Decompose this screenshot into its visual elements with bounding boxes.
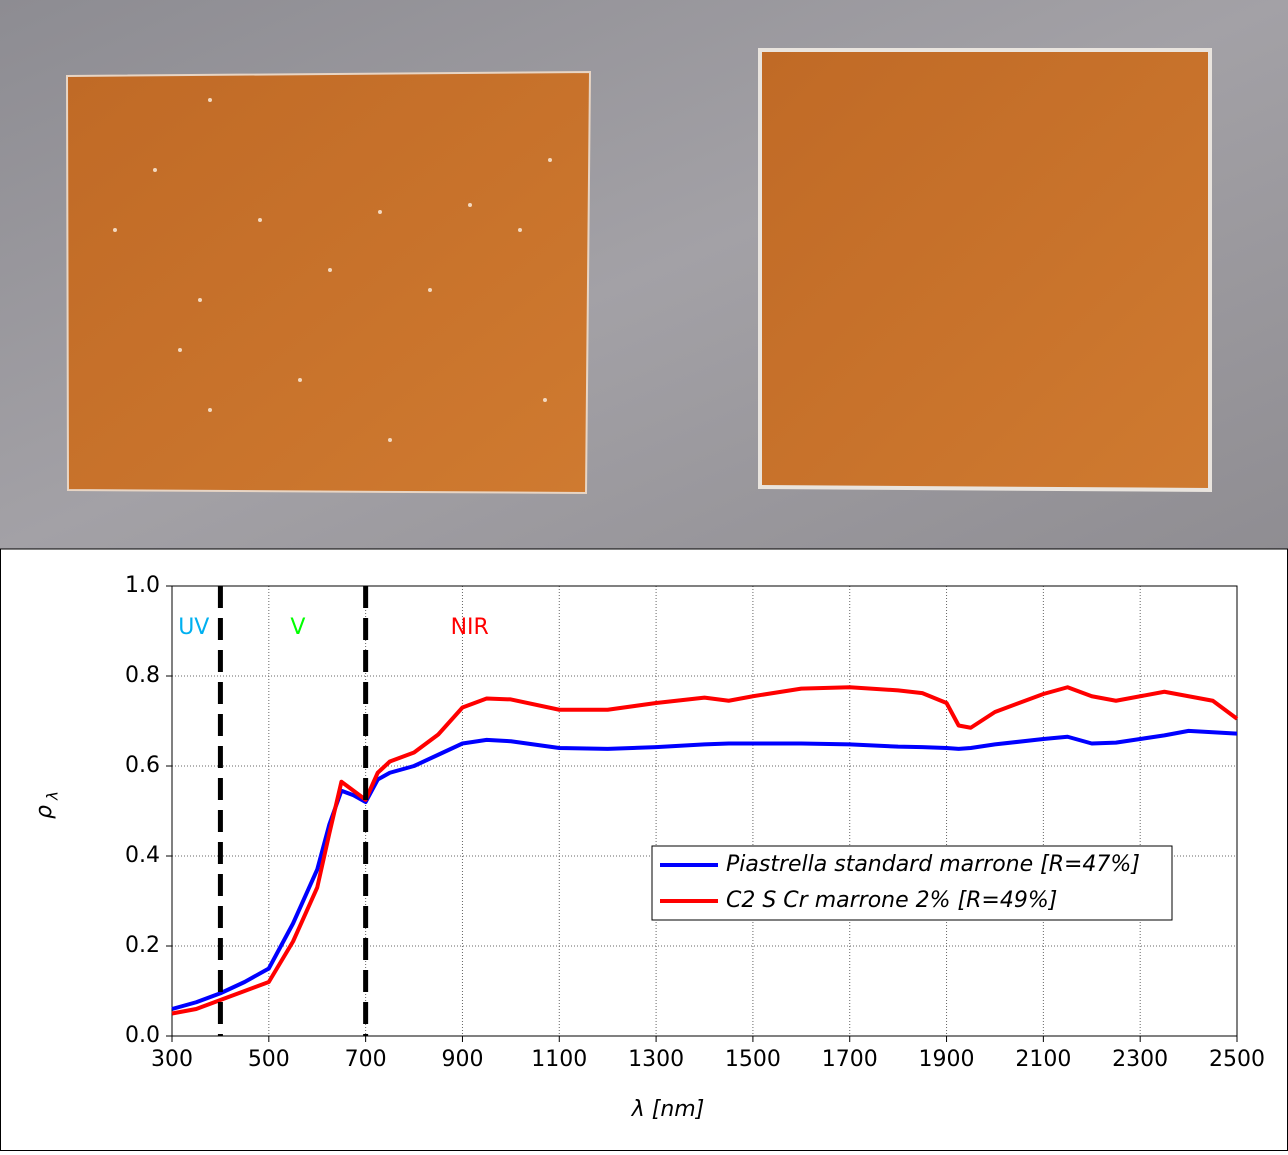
x-tick-label: 1300	[628, 1047, 684, 1072]
x-tick-label: 1900	[919, 1047, 975, 1072]
plot: 0.0 0.2 0.4 0.6 0.8 1.0 300 500 700 900 1100 1300 15…	[125, 573, 1265, 1072]
x-tick-label: 700	[345, 1047, 387, 1072]
plot-area	[172, 586, 1237, 1036]
tile-spots	[113, 98, 552, 442]
y-axis-label: ρ λ	[32, 791, 62, 819]
x-tick-label: 1700	[822, 1047, 878, 1072]
y-tick-label: 0.6	[125, 753, 160, 778]
legend-label: C2 S Cr marrone 2% [R=49%]	[726, 888, 1057, 913]
region-label: NIR	[451, 615, 489, 640]
y-tick-label: 1.0	[125, 573, 160, 598]
plot-border	[171, 585, 1238, 1037]
x-tick-label: 2500	[1209, 1047, 1265, 1072]
x-tick-label: 500	[248, 1047, 290, 1072]
tile-left	[65, 70, 592, 495]
x-tick-label: 900	[441, 1047, 483, 1072]
series-line	[171, 685, 1239, 1016]
y-tick-label: 0.4	[125, 843, 160, 868]
series-line	[171, 728, 1238, 1011]
y-tick-label: 0.8	[125, 663, 160, 688]
x-tick-label: 1500	[725, 1047, 781, 1072]
legend: Piastrella standard marrone [R=47%] C2 S …	[651, 845, 1173, 921]
x-tick-label: 2300	[1112, 1047, 1168, 1072]
x-tick-label: 1100	[531, 1047, 587, 1072]
tile-right	[758, 48, 1212, 493]
y-tick-label: 0.2	[125, 933, 160, 958]
photo	[0, 0, 1288, 549]
legend-label: Piastrella standard marrone [R=47%]	[726, 852, 1140, 877]
legend-box	[651, 845, 1173, 921]
x-tick-label: 300	[151, 1047, 193, 1072]
y-tick-label: 0.0	[125, 1023, 160, 1048]
y-axis-symbol: ρ	[32, 805, 57, 819]
region-label: V	[290, 615, 305, 640]
region-label: UV	[178, 615, 209, 640]
x-axis-label: λ [nm]	[631, 1097, 705, 1122]
y-axis-subscript: λ	[44, 791, 62, 801]
x-tick-label: 2100	[1015, 1047, 1071, 1072]
